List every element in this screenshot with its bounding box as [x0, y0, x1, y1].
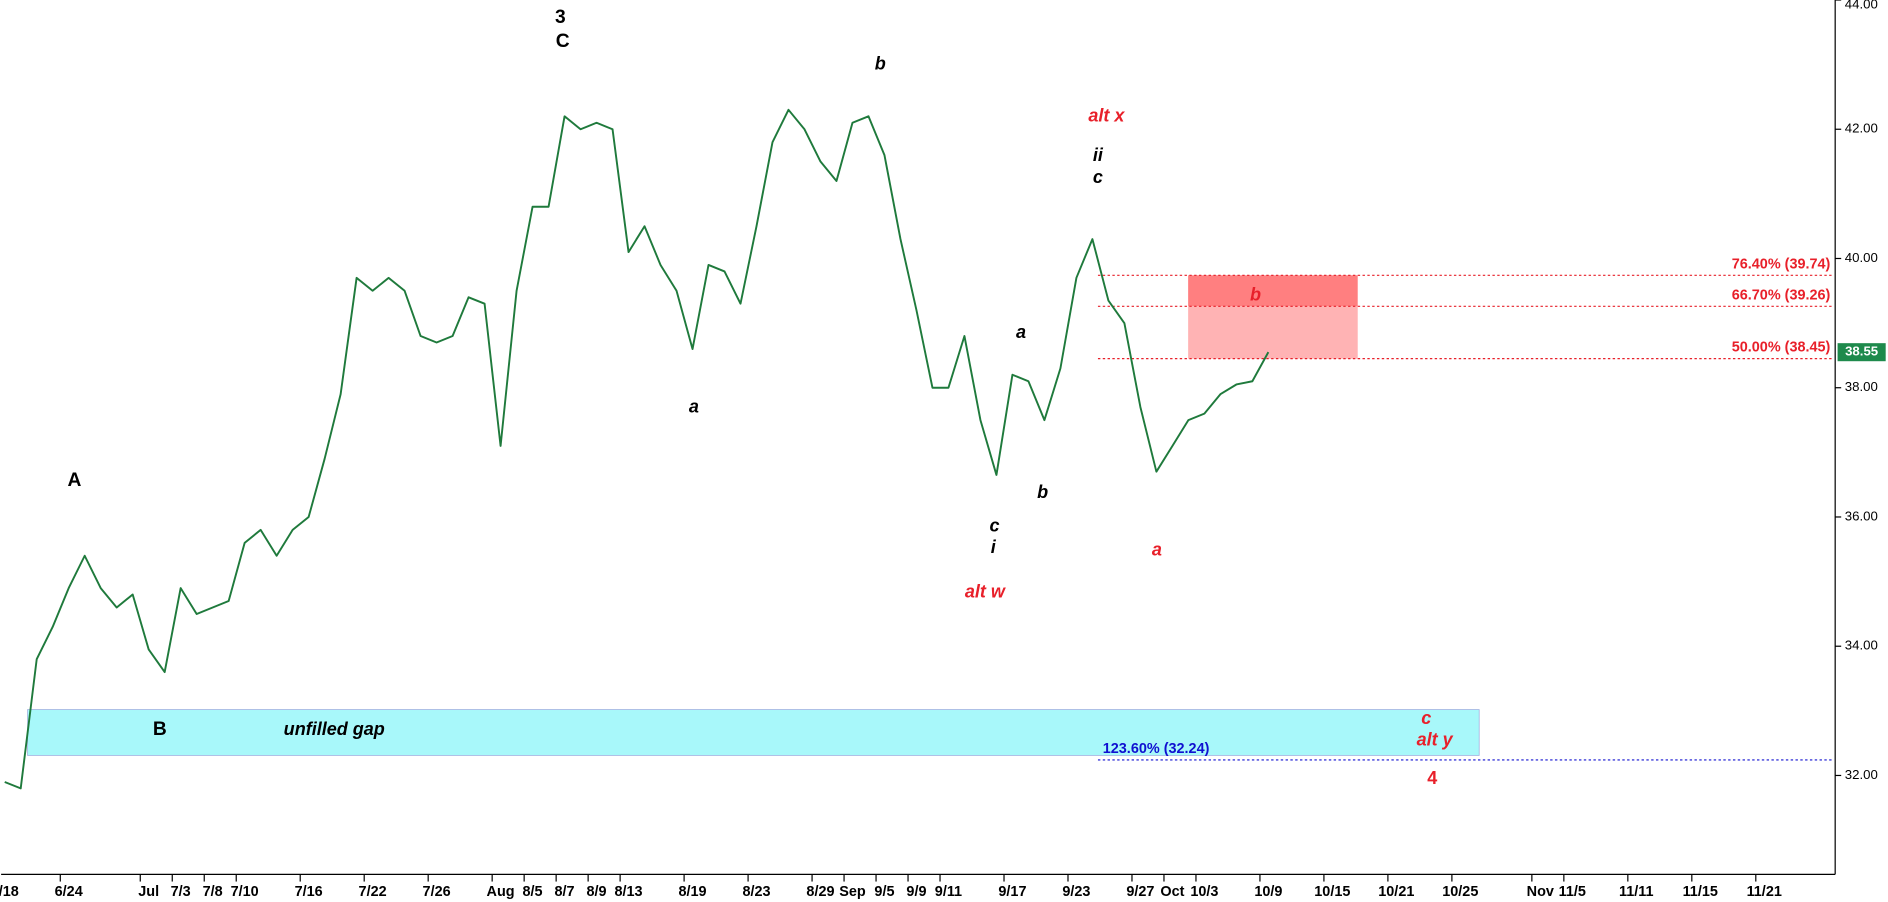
x-tick-label: 7/3 — [171, 884, 191, 900]
x-tick-label: 7/8 — [203, 884, 223, 900]
x-tick-label: 9/5 — [874, 884, 894, 900]
fib-label: 50.00% (38.45) — [1732, 340, 1831, 356]
x-tick-label: 9/9 — [906, 884, 926, 900]
x-tick-label: 8/29 — [806, 884, 834, 900]
x-tick-label: 10/25 — [1442, 884, 1478, 900]
wave-label: B — [153, 719, 167, 740]
wave-label: alt x — [1088, 105, 1125, 125]
x-tick-label: 8/19 — [678, 884, 706, 900]
price-line — [4, 108, 1270, 790]
x-tick-label: 8/9 — [587, 884, 607, 900]
y-tick-label: 42.00 — [1845, 121, 1878, 136]
last-price-tag — [1837, 343, 1886, 362]
x-tick-label: Aug — [487, 884, 515, 900]
x-tick-label: 10/21 — [1378, 884, 1414, 900]
x-tick-label: 7/22 — [359, 884, 387, 900]
wave-label: b — [1250, 285, 1261, 305]
wave-label: a — [1016, 322, 1026, 342]
x-tick-label: 7/26 — [423, 884, 451, 900]
wave-label: a — [689, 396, 699, 416]
x-tick-label: Jul — [138, 884, 159, 900]
x-tick-label: 11/21 — [1747, 884, 1782, 900]
wave-label: b — [875, 54, 886, 74]
x-tick-label: 9/23 — [1062, 884, 1090, 900]
y-tick-label: 44.00 — [1845, 0, 1878, 11]
y-tick-label: 32.00 — [1845, 767, 1878, 782]
last-price-label: 38.55 — [1845, 344, 1878, 359]
wave-label: b — [1037, 482, 1048, 502]
target-zone-lower — [1188, 306, 1358, 359]
x-tick-label: 8/5 — [523, 884, 543, 900]
wave-label: alt w — [965, 582, 1006, 602]
x-tick-label: Oct — [1160, 884, 1184, 900]
wave-label: ii — [1093, 145, 1104, 165]
target-zone-upper — [1188, 275, 1358, 307]
wave-label: alt y — [1417, 730, 1454, 750]
wave-label: i — [991, 537, 997, 557]
wave-label: A — [68, 470, 82, 491]
x-tick-label: 9/17 — [998, 884, 1026, 900]
gap-zone — [27, 709, 1480, 756]
y-tick-label: 36.00 — [1845, 508, 1878, 523]
x-tick-label: 8/13 — [615, 884, 643, 900]
x-tick-label: Sep — [839, 884, 866, 900]
x-tick-label: 7/10 — [231, 884, 259, 900]
fib-label: 123.60% (32.24) — [1103, 741, 1210, 757]
gap-label: unfilled gap — [284, 719, 385, 739]
y-tick-label: 38.00 — [1845, 379, 1878, 394]
x-tick-label: 6/24 — [55, 884, 83, 900]
x-tick-label: 11/11 — [1619, 884, 1654, 900]
y-tick-label: 34.00 — [1845, 638, 1878, 653]
wave-label: c — [1421, 708, 1431, 728]
x-tick-label: 7/16 — [295, 884, 323, 900]
wave-label: c — [989, 516, 999, 536]
wave-label: 3 — [555, 7, 566, 28]
wave-label: 4 — [1427, 768, 1437, 788]
fib-label: 66.70% (39.26) — [1732, 287, 1831, 303]
x-tick-label: 10/9 — [1254, 884, 1282, 900]
fib-label: 76.40% (39.74) — [1732, 256, 1831, 272]
x-tick-label: 9/27 — [1126, 884, 1154, 900]
wave-label: C — [556, 31, 570, 52]
wave-label: c — [1093, 167, 1103, 187]
wave-label: a — [1152, 540, 1162, 560]
x-tick-label: 11/5 — [1559, 884, 1586, 900]
y-tick-label: 40.00 — [1845, 250, 1878, 265]
x-tick-label: 10/15 — [1314, 884, 1350, 900]
x-tick-label: Nov — [1527, 884, 1554, 900]
x-tick-label: 6/18 — [0, 884, 19, 900]
x-tick-label: 11/15 — [1683, 884, 1718, 900]
x-tick-label: 9/11 — [935, 884, 962, 900]
x-tick-label: 8/23 — [742, 884, 770, 900]
x-tick-label: 8/7 — [555, 884, 575, 900]
x-tick-label: 10/3 — [1190, 884, 1218, 900]
